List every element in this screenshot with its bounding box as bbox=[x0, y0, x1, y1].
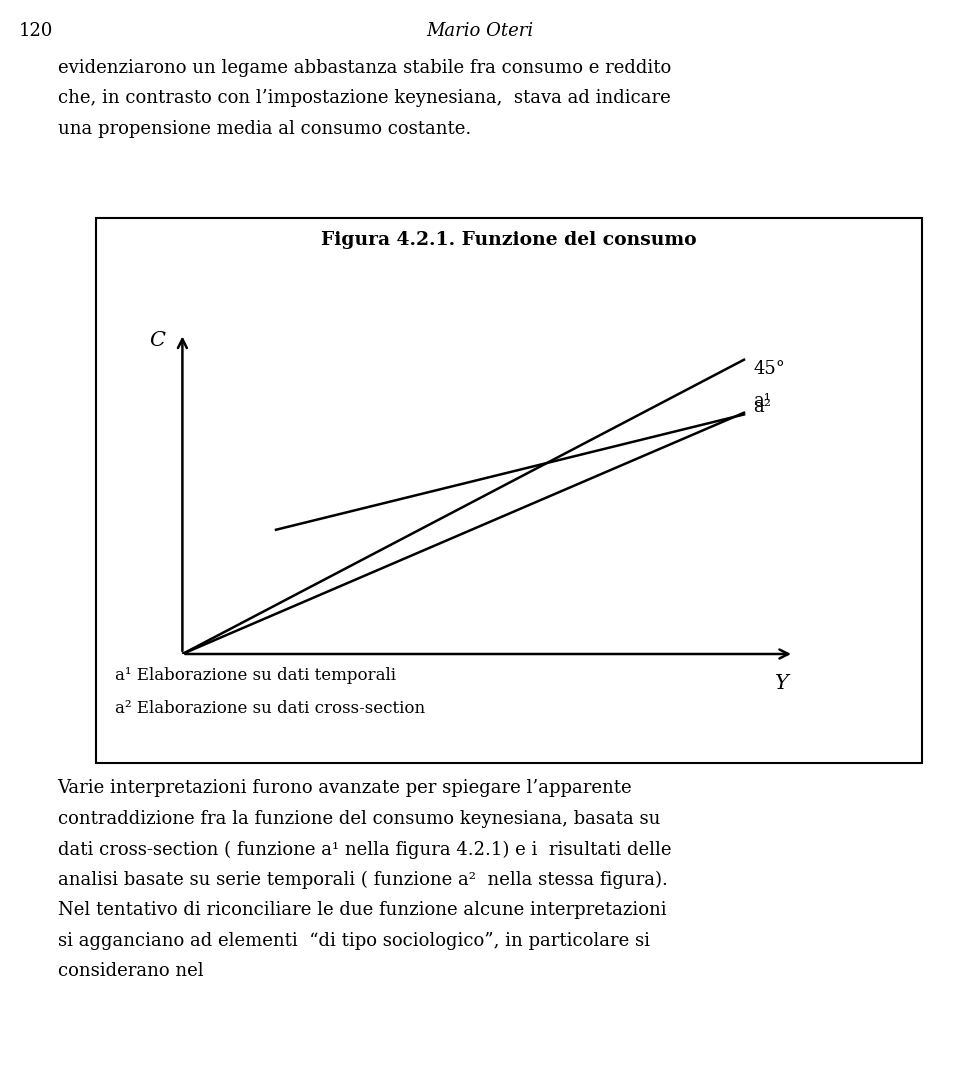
Text: dati cross-section ( funzione a¹ nella figura 4.2.1) e i  risultati delle: dati cross-section ( funzione a¹ nella f… bbox=[58, 840, 671, 859]
Text: analisi basate su serie temporali ( funzione a²  nella stessa figura).: analisi basate su serie temporali ( funz… bbox=[58, 871, 667, 889]
Text: che, in contrasto con l’impostazione keynesiana,  stava ad indicare: che, in contrasto con l’impostazione key… bbox=[58, 89, 670, 108]
Text: Varie interpretazioni furono avanzate per spiegare l’apparente: Varie interpretazioni furono avanzate pe… bbox=[58, 779, 633, 798]
Text: evidenziarono un legame abbastanza stabile fra consumo e reddito: evidenziarono un legame abbastanza stabi… bbox=[58, 59, 671, 77]
Text: considerano nel: considerano nel bbox=[58, 962, 204, 981]
Text: si agganciano ad elementi  “di tipo sociologico”, in particolare si: si agganciano ad elementi “di tipo socio… bbox=[58, 932, 650, 950]
Text: a¹: a¹ bbox=[754, 392, 771, 411]
Text: Y: Y bbox=[775, 674, 788, 692]
Text: a² Elaborazione su dati cross-section: a² Elaborazione su dati cross-section bbox=[115, 700, 425, 717]
Text: a²: a² bbox=[754, 398, 772, 416]
Text: 120: 120 bbox=[19, 22, 54, 40]
Text: C: C bbox=[150, 330, 165, 350]
Text: Figura 4.2.1. Funzione del consumo: Figura 4.2.1. Funzione del consumo bbox=[321, 231, 697, 250]
Text: Nel tentativo di riconciliare le due funzione alcune interpretazioni: Nel tentativo di riconciliare le due fun… bbox=[58, 901, 666, 920]
Text: una propensione media al consumo costante.: una propensione media al consumo costant… bbox=[58, 120, 470, 138]
Text: Mario Oteri: Mario Oteri bbox=[426, 22, 534, 40]
Text: 45°: 45° bbox=[754, 360, 785, 378]
Text: contraddizione fra la funzione del consumo keynesiana, basata su: contraddizione fra la funzione del consu… bbox=[58, 810, 660, 828]
Text: a¹ Elaborazione su dati temporali: a¹ Elaborazione su dati temporali bbox=[115, 667, 396, 685]
